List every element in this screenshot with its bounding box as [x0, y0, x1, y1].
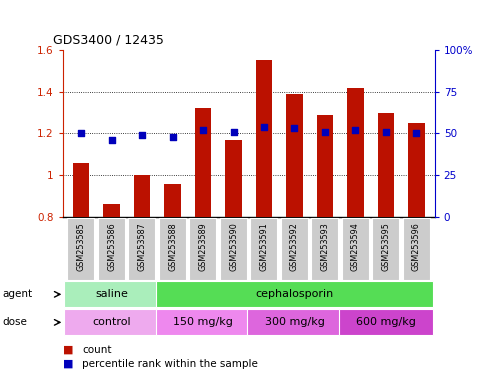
Bar — [134, 175, 150, 217]
Point — [77, 131, 85, 137]
Text: agent: agent — [2, 289, 32, 300]
Bar — [347, 88, 364, 217]
Point — [138, 132, 146, 138]
FancyBboxPatch shape — [98, 218, 125, 280]
Text: count: count — [82, 345, 112, 355]
Text: GSM253593: GSM253593 — [320, 222, 329, 271]
FancyBboxPatch shape — [220, 218, 247, 280]
Bar — [378, 113, 394, 217]
Bar — [195, 108, 212, 217]
Text: GSM253589: GSM253589 — [199, 222, 208, 271]
FancyBboxPatch shape — [128, 218, 155, 280]
Bar — [164, 184, 181, 217]
Text: GSM253591: GSM253591 — [259, 222, 269, 271]
FancyBboxPatch shape — [67, 218, 94, 280]
Text: dose: dose — [2, 317, 28, 328]
Point — [352, 127, 359, 133]
Bar — [316, 115, 333, 217]
Bar — [103, 204, 120, 217]
Text: GSM253594: GSM253594 — [351, 222, 360, 271]
Text: percentile rank within the sample: percentile rank within the sample — [82, 359, 258, 369]
Text: GSM253596: GSM253596 — [412, 222, 421, 271]
Text: 600 mg/kg: 600 mg/kg — [356, 317, 416, 327]
Point — [169, 134, 176, 140]
Text: GSM253590: GSM253590 — [229, 222, 238, 271]
FancyBboxPatch shape — [250, 218, 277, 280]
FancyBboxPatch shape — [189, 218, 216, 280]
Text: GSM253588: GSM253588 — [168, 222, 177, 271]
FancyBboxPatch shape — [311, 218, 338, 280]
Text: GSM253595: GSM253595 — [382, 222, 390, 271]
Point — [382, 129, 390, 135]
FancyBboxPatch shape — [372, 218, 399, 280]
FancyBboxPatch shape — [156, 281, 433, 307]
Bar — [256, 60, 272, 217]
Text: ■: ■ — [63, 359, 73, 369]
Point — [229, 129, 237, 135]
FancyBboxPatch shape — [403, 218, 429, 280]
Text: cephalosporin: cephalosporin — [256, 289, 334, 299]
FancyBboxPatch shape — [159, 218, 185, 280]
Bar — [73, 163, 89, 217]
Text: 300 mg/kg: 300 mg/kg — [265, 317, 325, 327]
Bar — [286, 94, 303, 217]
FancyBboxPatch shape — [281, 218, 308, 280]
Point — [108, 137, 115, 143]
Text: GDS3400 / 12435: GDS3400 / 12435 — [53, 33, 164, 46]
Text: GSM253586: GSM253586 — [107, 222, 116, 271]
Point — [291, 125, 298, 131]
FancyBboxPatch shape — [156, 310, 250, 335]
FancyBboxPatch shape — [339, 310, 433, 335]
Text: GSM253585: GSM253585 — [77, 222, 85, 271]
Text: GSM253587: GSM253587 — [138, 222, 146, 271]
FancyBboxPatch shape — [342, 218, 369, 280]
Bar — [225, 140, 242, 217]
FancyBboxPatch shape — [247, 310, 342, 335]
FancyBboxPatch shape — [64, 310, 159, 335]
Text: control: control — [92, 317, 131, 327]
FancyBboxPatch shape — [64, 281, 159, 307]
Text: ■: ■ — [63, 345, 73, 355]
Point — [260, 124, 268, 130]
Text: saline: saline — [95, 289, 128, 299]
Text: GSM253592: GSM253592 — [290, 222, 299, 271]
Bar — [408, 123, 425, 217]
Point — [199, 127, 207, 133]
Text: 150 mg/kg: 150 mg/kg — [173, 317, 233, 327]
Point — [321, 129, 329, 135]
Point — [412, 131, 420, 137]
